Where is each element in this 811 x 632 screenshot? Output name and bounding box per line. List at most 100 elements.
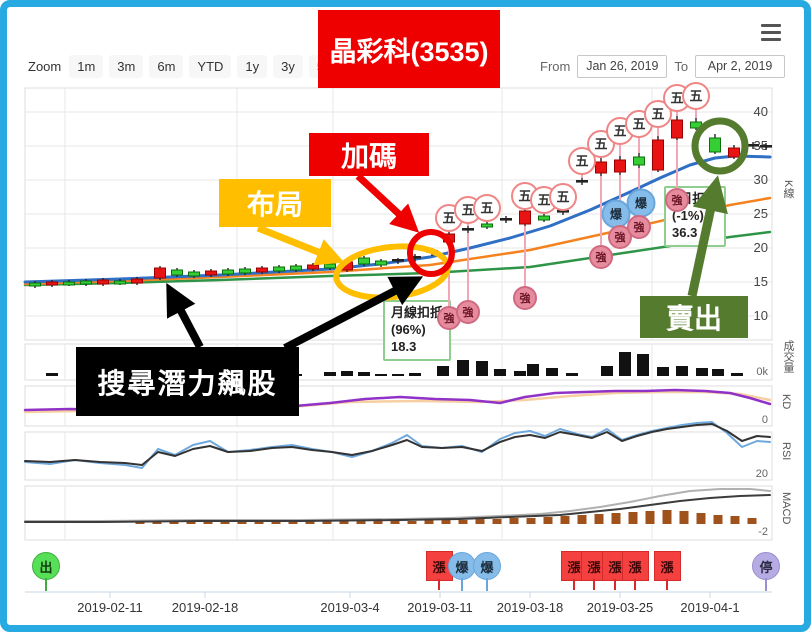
macd-histogram-bar bbox=[356, 521, 366, 524]
date-range-controls: From To bbox=[540, 54, 786, 78]
stock-title-banner: 晶彩科(3535) bbox=[318, 10, 500, 88]
volume-burst-marker[interactable]: 爆 bbox=[448, 552, 476, 591]
kd-axis-label: 0 bbox=[762, 414, 768, 426]
candle-doji bbox=[462, 228, 474, 231]
macd-histogram-bar bbox=[424, 520, 434, 524]
tooltip-line: (-1%) bbox=[672, 207, 704, 223]
macd-histogram-bar bbox=[679, 511, 689, 524]
x-axis-label: 2019-04-1 bbox=[680, 600, 739, 615]
zoom-button-1y[interactable]: 1y bbox=[237, 54, 268, 78]
macd-histogram-bar bbox=[696, 513, 706, 524]
candle-body bbox=[375, 260, 387, 266]
macd-histogram-bar bbox=[288, 521, 298, 524]
volume-bar bbox=[437, 366, 449, 376]
macd-histogram-bar bbox=[237, 521, 247, 524]
hamburger-menu-icon[interactable] bbox=[761, 24, 781, 41]
volume-burst-marker[interactable]: 爆 bbox=[473, 552, 501, 591]
candle-body bbox=[171, 269, 183, 276]
macd-histogram-bar bbox=[339, 521, 349, 524]
macd-axis-label: -2 bbox=[758, 526, 768, 538]
candle-doji bbox=[409, 256, 421, 259]
macd-histogram-bar bbox=[713, 515, 723, 524]
panel-border-2 bbox=[24, 385, 773, 427]
volume-bar bbox=[731, 373, 743, 376]
macd-histogram-bar bbox=[492, 519, 502, 524]
volume-axis-label: 0k bbox=[756, 366, 768, 378]
zoom-button-6m[interactable]: 6m bbox=[149, 54, 184, 78]
macd-histogram-bar bbox=[611, 513, 621, 524]
limit-up-marker[interactable]: 漲 bbox=[653, 551, 681, 590]
volume-bar bbox=[601, 366, 613, 376]
candle-body bbox=[222, 269, 234, 275]
volume-bar bbox=[409, 373, 421, 376]
macd-histogram-bar bbox=[662, 510, 672, 524]
candle-body bbox=[80, 280, 92, 285]
price-axis-tick: 30 bbox=[754, 172, 768, 187]
zoom-button-3m[interactable]: 3m bbox=[109, 54, 144, 78]
annotation-add-position: 加碼 bbox=[309, 133, 429, 176]
to-date-input[interactable] bbox=[695, 54, 786, 78]
candle-body bbox=[29, 282, 41, 287]
candle-body bbox=[519, 210, 531, 225]
rsi-slow-line bbox=[24, 423, 771, 466]
to-label: To bbox=[674, 58, 689, 74]
candle-body bbox=[63, 281, 75, 286]
x-axis-label: 2019-02-18 bbox=[172, 600, 239, 615]
volume-bar bbox=[375, 374, 387, 376]
from-date-input[interactable] bbox=[577, 54, 668, 78]
candle-doji bbox=[500, 218, 512, 221]
price-axis-tick: 15 bbox=[754, 274, 768, 289]
volume-bar bbox=[566, 373, 578, 376]
macd-histogram-bar bbox=[509, 518, 519, 524]
macd-diff-line bbox=[24, 494, 771, 523]
price-axis-tick: 20 bbox=[754, 240, 768, 255]
zoom-button-ytd[interactable]: YTD bbox=[189, 54, 232, 78]
candle-doji bbox=[760, 145, 772, 148]
x-axis-label: 2019-02-11 bbox=[77, 600, 143, 615]
macd-histogram-bar bbox=[220, 521, 230, 524]
zoom-button-3y[interactable]: 3y bbox=[273, 54, 303, 78]
candle-body bbox=[290, 265, 302, 271]
tooltip-line: 月線扣抵 bbox=[391, 305, 444, 320]
candle-body bbox=[595, 161, 607, 174]
macd-histogram-bar bbox=[169, 522, 179, 524]
macd-histogram-bar bbox=[628, 512, 638, 524]
candle-body bbox=[324, 263, 336, 269]
candle-body bbox=[239, 268, 251, 274]
annotation-sell: 賣出 bbox=[640, 296, 748, 338]
exit-marker[interactable]: 出 bbox=[32, 552, 60, 591]
x-axis-label: 2019-03-18 bbox=[497, 600, 564, 615]
macd-histogram-bar bbox=[186, 521, 196, 524]
candle-body bbox=[652, 139, 664, 171]
volume-bar bbox=[619, 352, 631, 376]
candle-body bbox=[358, 257, 370, 265]
macd-histogram-bar bbox=[560, 516, 570, 524]
tooltip-line: 5日扣抵 bbox=[672, 191, 719, 206]
candle-body bbox=[131, 278, 143, 284]
kd-pane-label: KD bbox=[780, 394, 792, 410]
price-axis-tick: 25 bbox=[754, 206, 768, 221]
volume-bar bbox=[46, 373, 58, 376]
macd-histogram-bar bbox=[577, 515, 587, 524]
volume-bar bbox=[657, 367, 669, 376]
candle-doji bbox=[747, 144, 759, 147]
zoom-button-1m[interactable]: 1m bbox=[69, 54, 104, 78]
halt-marker[interactable]: 停 bbox=[752, 552, 780, 591]
volume-bar bbox=[637, 354, 649, 376]
limit-up-marker[interactable]: 漲 bbox=[621, 551, 649, 590]
macd-histogram-bar bbox=[322, 521, 332, 524]
macd-histogram-bar bbox=[543, 517, 553, 524]
price-pane-label: K線 bbox=[782, 180, 794, 199]
macd-histogram-bar bbox=[730, 516, 740, 524]
candle-body bbox=[614, 159, 626, 173]
zoom-label: Zoom bbox=[28, 58, 62, 74]
candle-body bbox=[97, 279, 109, 285]
price-axis-tick: 10 bbox=[754, 308, 768, 323]
volume-bar bbox=[324, 372, 336, 376]
macd-pane-label: MACD bbox=[780, 492, 792, 525]
volume-bar bbox=[341, 371, 353, 376]
macd-histogram-bar bbox=[441, 520, 451, 524]
zoom-toolbar: Zoom 1m3m6mYTD1y3y5y bbox=[28, 54, 339, 78]
volume-pane-label: 成交量 bbox=[782, 340, 794, 373]
ma-orange-line bbox=[23, 196, 772, 286]
